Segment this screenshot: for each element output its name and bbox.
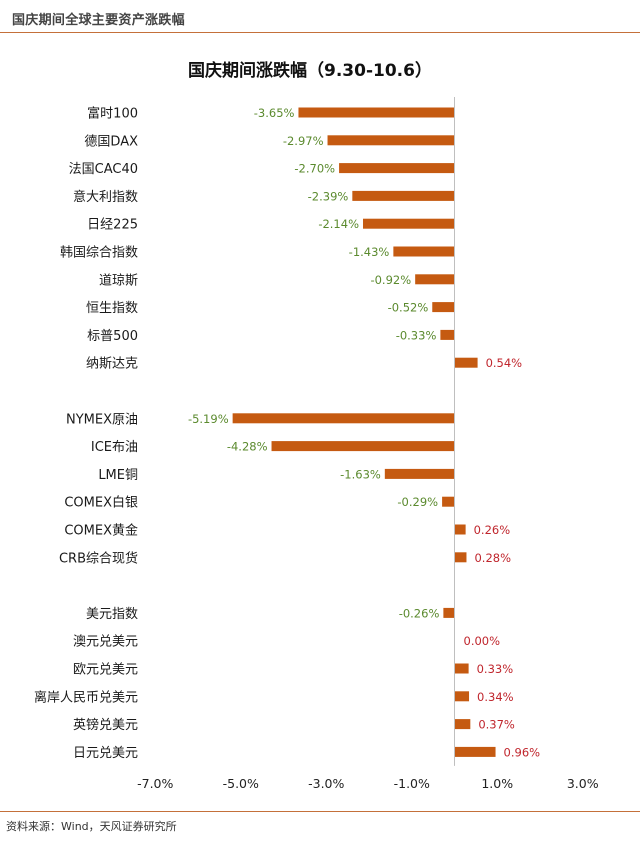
data-label: 0.00%: [464, 634, 501, 648]
category-label: 英镑兑美元: [73, 717, 138, 733]
category-label: 日经225: [87, 218, 138, 233]
data-label: -5.19%: [188, 412, 229, 426]
category-label: 德国DAX: [84, 134, 138, 149]
bar: [443, 607, 455, 618]
data-label: -2.14%: [318, 217, 359, 231]
data-label: 0.34%: [477, 690, 514, 704]
category-label: 澳元兑美元: [73, 634, 138, 650]
bar: [454, 552, 467, 563]
data-label: 0.28%: [474, 551, 511, 565]
data-label: -0.52%: [388, 301, 429, 315]
data-label: -4.28%: [227, 440, 268, 454]
x-tick-label: -5.0%: [223, 776, 259, 791]
bar: [271, 441, 455, 452]
category-label: COMEX白银: [64, 495, 138, 511]
data-label: 0.26%: [474, 523, 511, 537]
bar: [415, 274, 455, 285]
bar: [432, 302, 455, 313]
category-label: 美元指数: [86, 607, 138, 622]
category-label: COMEX黄金: [64, 523, 138, 539]
bar: [232, 413, 455, 424]
bar: [454, 746, 496, 757]
header-title: 国庆期间全球主要资产涨跌幅: [12, 13, 185, 28]
data-label: 0.37%: [478, 718, 515, 732]
data-label: 0.33%: [477, 662, 514, 676]
category-label: ICE布油: [91, 440, 138, 455]
x-tick-label: 3.0%: [567, 776, 599, 791]
category-label: 欧元兑美元: [73, 663, 138, 678]
category-label: 标普500: [87, 329, 138, 344]
category-label: NYMEX原油: [66, 412, 138, 427]
category-label: 日元兑美元: [73, 746, 138, 761]
bar: [454, 524, 466, 535]
category-label: 韩国综合指数: [60, 246, 138, 261]
data-label: 0.96%: [504, 745, 541, 759]
x-tick-label: -1.0%: [394, 776, 430, 791]
data-label: -2.97%: [283, 134, 324, 148]
data-label: -0.29%: [397, 495, 438, 509]
category-label: CRB综合现货: [59, 550, 138, 566]
bar: [454, 691, 470, 702]
bar: [454, 663, 469, 674]
bar: [393, 246, 455, 257]
data-label: -1.63%: [340, 467, 381, 481]
category-label: LME铜: [98, 468, 138, 483]
data-label: -2.39%: [308, 189, 349, 203]
bar: [440, 329, 455, 340]
category-label: 纳斯达克: [86, 357, 138, 372]
footer-divider: [0, 811, 640, 812]
category-label: 富时100: [87, 106, 138, 122]
bar: [384, 468, 455, 479]
data-label: -3.65%: [254, 106, 295, 120]
bar: [454, 357, 478, 368]
x-tick-label: -3.0%: [308, 776, 344, 791]
category-label: 恒生指数: [86, 301, 138, 316]
source-note: 资料来源：Wind，天风证券研究所: [6, 820, 177, 833]
bar: [442, 496, 455, 507]
category-label: 离岸人民币兑美元: [34, 689, 138, 705]
category-label: 道琼斯: [99, 273, 138, 288]
data-label: 0.54%: [486, 356, 523, 370]
bar: [352, 190, 455, 201]
bar: [363, 218, 455, 229]
chart-title: 国庆期间涨跌幅（9.30-10.6）: [188, 61, 432, 81]
x-tick-label: 1.0%: [481, 776, 513, 791]
bar: [454, 719, 471, 730]
data-label: -0.33%: [396, 328, 437, 342]
data-label: -0.26%: [399, 606, 440, 620]
bar: [339, 163, 455, 174]
data-label: -2.70%: [294, 162, 335, 176]
data-label: -0.92%: [370, 273, 411, 287]
bar: [327, 135, 455, 146]
x-tick-label: -7.0%: [137, 776, 173, 791]
category-label: 意大利指数: [73, 189, 138, 205]
bar: [298, 107, 455, 118]
data-label: -1.43%: [349, 245, 390, 259]
page-header: 国庆期间全球主要资产涨跌幅: [0, 0, 640, 33]
category-label: 法国CAC40: [69, 162, 138, 177]
